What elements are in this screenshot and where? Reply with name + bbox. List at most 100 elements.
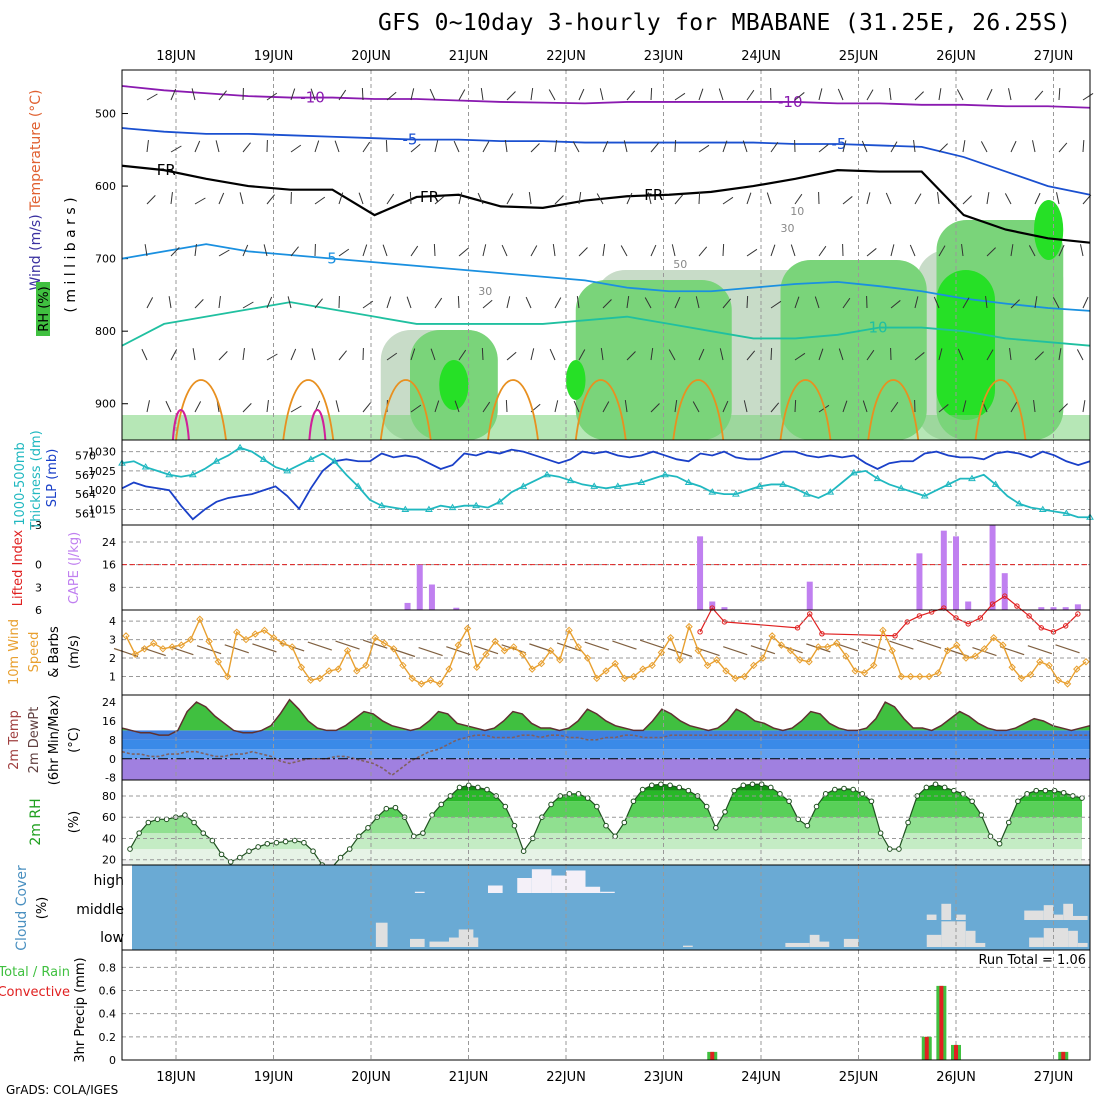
tick-label: 6	[35, 604, 42, 617]
wind-speed-point	[417, 680, 426, 688]
wind-speed-point	[205, 637, 213, 646]
wind-speed-point	[833, 639, 841, 647]
wind-barb	[938, 143, 948, 153]
wind-speed-point	[602, 667, 610, 675]
thickness-marker	[472, 501, 481, 509]
wind-speed-point	[380, 639, 389, 647]
wind-speed-point	[676, 656, 684, 664]
thickness-marker	[543, 470, 551, 478]
cloud-low-bar	[1068, 930, 1078, 947]
wind-barb	[986, 192, 990, 205]
rh-ylabel: 2m RH	[28, 798, 44, 845]
wind-barb	[938, 348, 943, 361]
rh-band	[130, 849, 1082, 865]
thickness-ylabel-unit: Thickness (dm)	[29, 430, 44, 530]
cloud-low-bar	[449, 937, 461, 947]
rh-point	[868, 798, 875, 805]
wind-speed-point	[999, 641, 1007, 649]
wind-barb	[429, 88, 436, 101]
wind-barb	[1010, 299, 1020, 309]
surface-wind-barb	[363, 639, 388, 649]
rh-point	[410, 833, 417, 840]
precip-conv-bar	[1061, 1051, 1066, 1060]
wind-barb	[578, 247, 588, 257]
thickness-marker	[802, 490, 811, 497]
rh-point	[996, 840, 1003, 847]
wind-speed-point	[306, 676, 315, 684]
thickness-marker	[566, 476, 575, 484]
wind-barb	[938, 88, 942, 101]
wind-barb	[382, 244, 388, 257]
wind-barb	[599, 88, 604, 101]
rh-point	[227, 859, 234, 865]
wind-barb	[481, 347, 484, 361]
tick-label: 1025	[88, 465, 116, 478]
wind-speed-point	[574, 643, 583, 651]
wind-barb	[794, 352, 806, 361]
wind-barb	[885, 192, 892, 205]
wind-barb	[242, 244, 249, 257]
wind-barb	[410, 348, 416, 361]
wind-barb	[434, 140, 439, 153]
surface-wind-barb	[639, 639, 665, 649]
rh-point	[575, 791, 582, 797]
cloud-middle-bar	[1063, 903, 1073, 920]
lifted-index-point	[721, 619, 728, 625]
wind-barb	[1056, 192, 1060, 205]
wind-barb	[170, 88, 177, 101]
wind-speed-point	[445, 665, 453, 673]
tick-label: 1020	[88, 484, 116, 497]
wind-barb	[385, 139, 388, 153]
wind-barb	[191, 88, 196, 101]
rh-point	[365, 825, 371, 831]
lifted-index-point	[1014, 603, 1020, 609]
wind-barb	[626, 192, 633, 205]
warm-contour	[487, 379, 539, 441]
wind-speed-point	[519, 650, 527, 659]
cape-bar	[1050, 607, 1057, 610]
wind-barb	[722, 243, 725, 257]
cape-bar	[721, 607, 728, 610]
wind-barb	[170, 349, 178, 361]
rh-contour-label: 30	[781, 222, 795, 235]
wind-speed-point	[888, 646, 896, 655]
rh-point	[951, 787, 957, 794]
wind-barb	[311, 348, 316, 361]
rh-point	[282, 838, 289, 845]
page-title: GFS 0~10day 3-hourly for MBABANE (31.25E…	[378, 10, 1072, 36]
thickness-marker	[779, 480, 787, 487]
wind-barb	[861, 140, 868, 153]
wind-speed-point	[666, 634, 675, 642]
wind-barb	[1082, 93, 1094, 101]
rh-point	[758, 781, 765, 788]
wind-barb	[362, 141, 371, 153]
wind-speed-point	[177, 641, 186, 649]
wind-speed-point	[149, 639, 158, 647]
wind-barb	[1034, 351, 1044, 361]
surface-wind-barb	[169, 646, 194, 656]
date-tick-label: 19JUN	[254, 1070, 294, 1085]
rh-point	[1015, 798, 1021, 805]
cloud-low-bar	[809, 934, 820, 947]
wind-barb	[218, 90, 227, 101]
wind-barb	[1058, 87, 1061, 101]
cloud-high-bar	[517, 878, 532, 893]
wind-speed-point	[242, 635, 250, 644]
lifted-index-point	[1075, 611, 1081, 617]
surface-wind-barb	[861, 641, 886, 651]
top-date-axis: 18JUN 19JUN 20JUN 21JUN 22JUN 23JUN 24JUN 25JUN…	[156, 49, 1073, 64]
wind-barb	[409, 191, 412, 205]
cloud-low-bar	[683, 945, 693, 947]
lifted-index-point	[794, 625, 801, 631]
wind-barb	[722, 298, 732, 309]
wind-barb	[913, 140, 916, 153]
rh-point	[676, 784, 683, 791]
precip-legend-total: Total / Rain	[0, 965, 70, 980]
cape-bar	[806, 581, 813, 610]
tick-label: 0.6	[99, 985, 117, 998]
rh-point	[859, 791, 866, 797]
cloud-low-bar	[941, 921, 966, 947]
wind-speed-point	[371, 634, 379, 642]
wind-barb	[1034, 192, 1041, 205]
wind-speed-point	[223, 672, 232, 681]
